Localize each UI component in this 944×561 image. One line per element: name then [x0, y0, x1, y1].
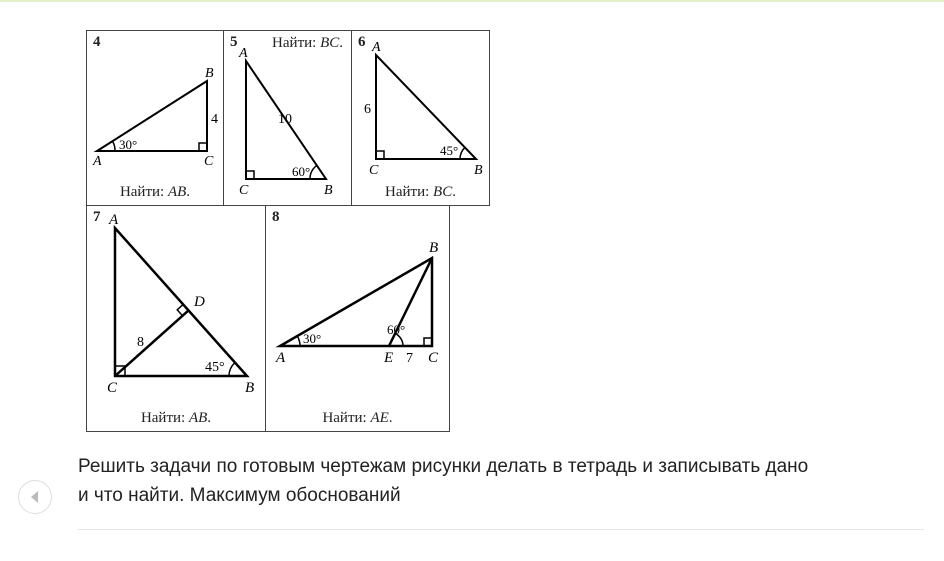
- cell-number: 8: [272, 209, 280, 226]
- problem-cell-7: 7 45° 8: [86, 206, 266, 432]
- cell-caption: Найти: AB.: [87, 410, 265, 427]
- problem-cell-4: 4 30° 4 A C B Най: [86, 30, 224, 206]
- angle-label: 30°: [119, 137, 137, 152]
- svg-text:A: A: [108, 212, 119, 228]
- svg-text:6: 6: [364, 102, 371, 117]
- svg-text:B: B: [474, 163, 483, 178]
- svg-text:A: A: [92, 154, 102, 169]
- geometry-figure: 4 30° 4 A C B Най: [78, 2, 924, 452]
- svg-text:C: C: [428, 350, 439, 366]
- svg-text:B: B: [324, 183, 333, 198]
- svg-text:A: A: [238, 46, 248, 61]
- cell-number: 6: [358, 34, 366, 51]
- svg-text:C: C: [239, 183, 249, 198]
- cell-number: 4: [93, 34, 101, 51]
- section-divider: [78, 529, 924, 530]
- cell-caption: Найти: AE.: [266, 410, 449, 427]
- svg-text:C: C: [204, 154, 214, 169]
- svg-text:B: B: [429, 240, 438, 256]
- svg-text:7: 7: [406, 351, 413, 366]
- side-label: 4: [211, 112, 218, 127]
- svg-text:C: C: [107, 380, 118, 396]
- svg-text:E: E: [383, 350, 393, 366]
- cell-number: 5: [230, 34, 238, 51]
- prev-arrow-button[interactable]: [18, 480, 52, 514]
- svg-text:60°: 60°: [387, 322, 405, 337]
- svg-text:45°: 45°: [205, 360, 225, 375]
- svg-text:60°: 60°: [292, 164, 310, 179]
- svg-text:D: D: [193, 294, 205, 310]
- svg-text:8: 8: [137, 335, 144, 350]
- cell-caption-top: Найти: BC.: [272, 35, 343, 52]
- cell-caption: Найти: AB.: [87, 184, 223, 201]
- svg-text:C: C: [369, 163, 379, 178]
- task-line: Решить задачи по готовым чертежам рисунк…: [78, 456, 808, 477]
- svg-text:A: A: [371, 40, 381, 55]
- task-instructions: Решить задачи по готовым чертежам рисунк…: [78, 452, 924, 511]
- svg-text:30°: 30°: [303, 331, 321, 346]
- svg-text:A: A: [275, 350, 286, 366]
- svg-text:45°: 45°: [440, 143, 458, 158]
- task-line: и что найти. Максимум обоснований: [78, 485, 401, 506]
- triangle-left-icon: [29, 490, 41, 504]
- svg-text:B: B: [245, 380, 254, 396]
- cell-number: 7: [93, 209, 101, 226]
- problem-cell-6: 6 45° 6 A C B Най: [352, 30, 490, 206]
- cell-caption: Найти: BC.: [352, 184, 489, 201]
- svg-text:10: 10: [278, 112, 292, 127]
- svg-text:B: B: [205, 66, 214, 81]
- problem-cell-8: 8 30° 60° A: [266, 206, 450, 432]
- problem-cell-5: 5 Найти: BC. 60° 10 A: [224, 30, 352, 206]
